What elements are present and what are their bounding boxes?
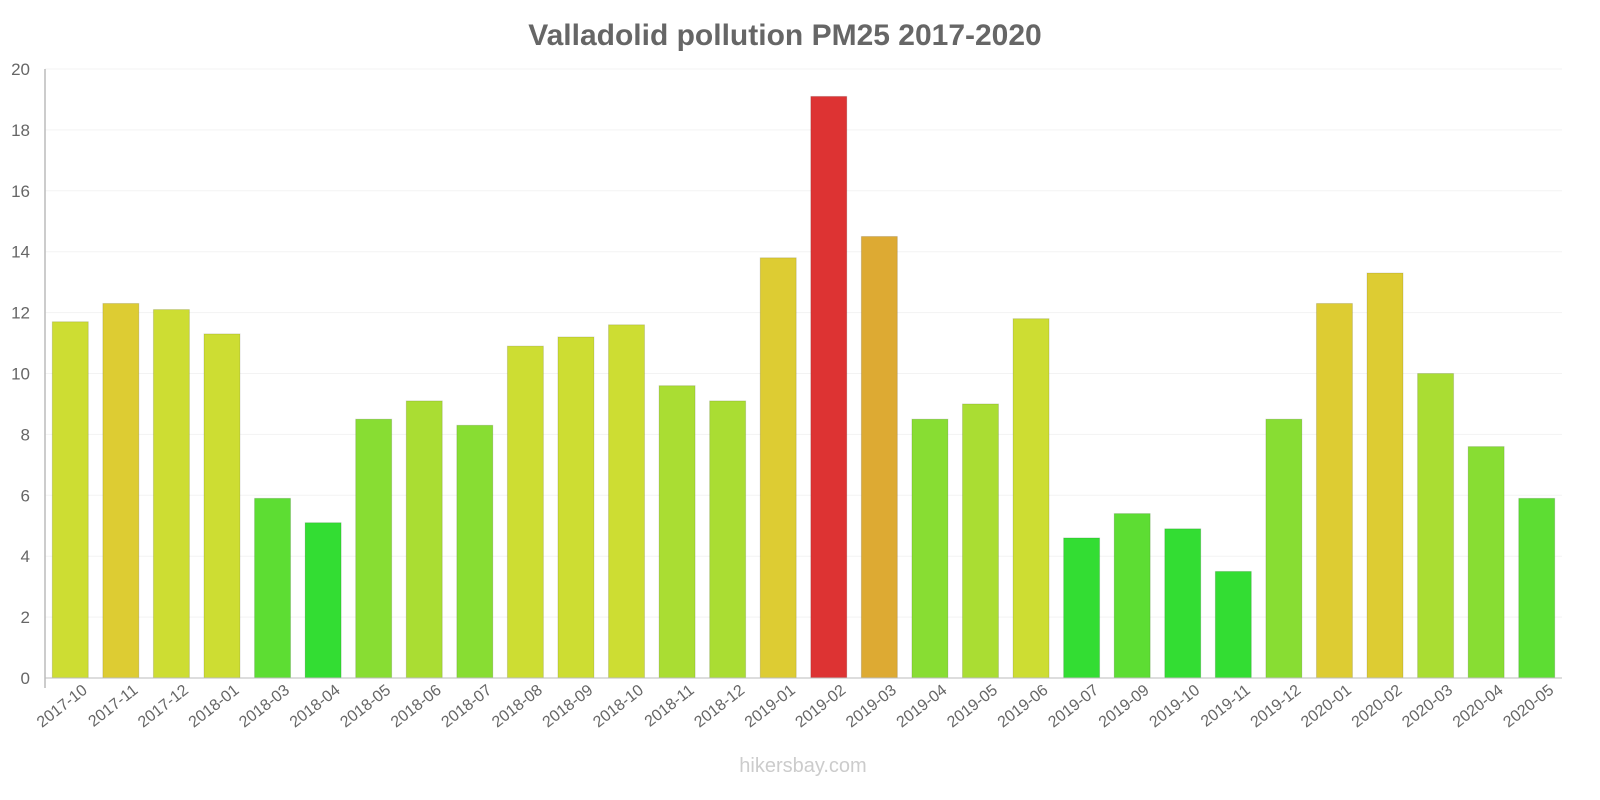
x-tick-label: 2018-09	[540, 682, 597, 732]
watermark: hikersbay.com	[739, 755, 866, 777]
bar-2019-03[interactable]: 2019-03: 14.5	[860, 235, 898, 679]
bar-2019-05[interactable]: 2019-05: 9	[961, 403, 999, 679]
x-tick-label: 2018-05	[337, 682, 394, 732]
y-tick-label: 10	[11, 365, 30, 384]
bar-2020-04[interactable]: 2020-04: 7.6	[1467, 446, 1505, 679]
bar-2019-07[interactable]: 2019-07: 4.6	[1063, 537, 1101, 679]
bar-2020-05[interactable]: 2020-05: 5.9	[1518, 497, 1556, 679]
y-tick-label: 6	[21, 486, 30, 505]
x-tick-label: 2018-07	[439, 682, 496, 732]
bar-2019-10[interactable]: 2019-10: 4.9	[1164, 528, 1202, 679]
x-tick-label: 2020-01	[1298, 682, 1355, 732]
x-tick-label: 2019-09	[1096, 682, 1153, 732]
x-tick-label: 2019-10	[1146, 682, 1203, 732]
x-tick-label: 2017-12	[135, 682, 192, 732]
x-tick-label: 2019-01	[742, 682, 799, 732]
y-tick-label: 18	[11, 121, 30, 140]
x-tick-label: 2018-01	[186, 682, 243, 732]
y-tick-label: 8	[21, 425, 30, 444]
bar-2018-03[interactable]: 2018-03: 5.9	[254, 497, 292, 679]
bar-2019-06[interactable]: 2019-06: 11.8	[1012, 318, 1050, 679]
bars: 2017-10: 11.7 2017-11: 12.3 2017-12: 12.1 2…	[51, 95, 1556, 679]
bar-2018-01[interactable]: 2018-01: 11.3	[203, 333, 241, 679]
x-tick-label: 2018-06	[388, 682, 445, 732]
bar-2017-12[interactable]: 2017-12: 12.1	[152, 309, 190, 679]
x-tick-label: 2018-08	[489, 682, 546, 732]
x-tick-label: 2017-11	[86, 682, 142, 731]
bar-2018-10[interactable]: 2018-10: 11.6	[608, 324, 646, 679]
chart-title: Valladolid pollution PM25 2017-2020	[528, 19, 1042, 52]
x-tick-label: 2019-03	[843, 682, 900, 732]
bar-2018-05[interactable]: 2018-05: 8.5	[355, 418, 393, 679]
x-tick-label: 2018-11	[642, 682, 698, 731]
x-tick-label: 2019-12	[1248, 682, 1305, 732]
bar-2018-06[interactable]: 2018-06: 9.1	[405, 400, 443, 679]
y-tick-label: 0	[21, 669, 30, 688]
bar-2018-12[interactable]: 2018-12: 9.1	[709, 400, 747, 679]
bar-2018-11[interactable]: 2018-11: 9.6	[658, 385, 696, 679]
x-axis: 2017-102017-112017-122018-012018-032018-…	[34, 677, 1562, 732]
bar-2019-12[interactable]: 2019-12: 8.5	[1265, 418, 1303, 679]
x-tick-label: 2019-07	[1045, 682, 1102, 732]
x-tick-label: 2019-06	[995, 682, 1052, 732]
bar-2018-07[interactable]: 2018-07: 8.3	[456, 424, 494, 679]
bar-2019-01[interactable]: 2019-01: 13.8	[759, 257, 797, 679]
bar-2019-09[interactable]: 2019-09: 5.4	[1113, 513, 1151, 679]
x-tick-label: 2020-04	[1450, 682, 1507, 732]
bar-2019-02[interactable]: 2019-02: 19.1	[810, 95, 848, 679]
bar-2020-01[interactable]: 2020-01: 12.3	[1315, 302, 1353, 679]
x-tick-label: 2017-10	[34, 682, 91, 732]
y-tick-label: 12	[11, 304, 30, 323]
x-tick-label: 2020-03	[1399, 682, 1456, 732]
bar-2019-04[interactable]: 2019-04: 8.5	[911, 418, 949, 679]
bar-2019-11[interactable]: 2019-11: 3.5	[1214, 570, 1252, 679]
x-tick-label: 2019-02	[793, 682, 850, 732]
x-tick-label: 2019-05	[944, 682, 1001, 732]
bar-2017-11[interactable]: 2017-11: 12.3	[102, 302, 140, 679]
x-tick-label: 2018-03	[236, 682, 293, 732]
y-tick-label: 14	[11, 243, 30, 262]
y-tick-label: 16	[11, 182, 30, 201]
x-tick-label: 2018-10	[590, 682, 647, 732]
bar-2020-03[interactable]: 2020-03: 10	[1417, 373, 1455, 679]
x-tick-label: 2020-05	[1500, 682, 1557, 732]
x-tick-label: 2018-04	[287, 682, 344, 732]
x-tick-label: 2018-12	[691, 682, 748, 732]
bar-2020-02[interactable]: 2020-02: 13.3	[1366, 272, 1404, 679]
y-axis: 0 2 4 6 8 10 12 14 16 18 20	[11, 60, 46, 688]
y-tick-label: 20	[11, 60, 30, 79]
x-tick-label: 2019-11	[1198, 682, 1254, 731]
y-tick-label: 4	[21, 547, 30, 566]
x-tick-label: 2019-04	[894, 682, 951, 732]
bar-2018-08[interactable]: 2018-08: 10.9	[506, 345, 544, 679]
x-tick-label: 2020-02	[1349, 682, 1406, 732]
bar-2018-09[interactable]: 2018-09: 11.2	[557, 336, 595, 679]
grid	[45, 68, 1562, 618]
y-tick-label: 2	[21, 608, 30, 627]
bar-2017-10[interactable]: 2017-10: 11.7	[51, 321, 89, 679]
bar-2018-04[interactable]: 2018-04: 5.1	[304, 522, 342, 679]
